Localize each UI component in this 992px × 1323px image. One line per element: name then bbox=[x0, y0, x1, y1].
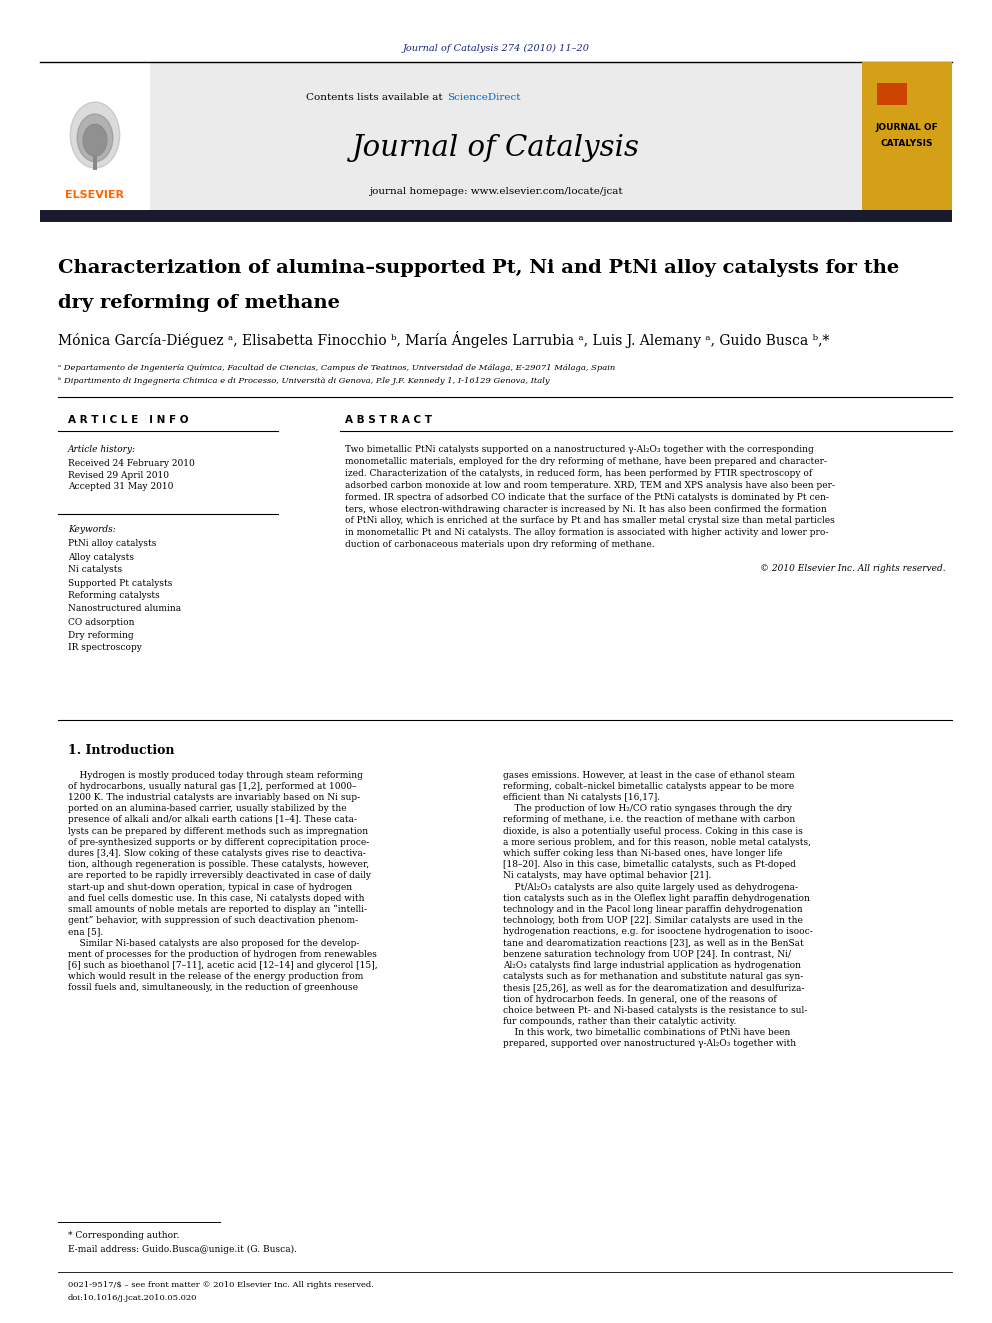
Text: dures [3,4]. Slow coking of these catalysts gives rise to deactiva-: dures [3,4]. Slow coking of these cataly… bbox=[68, 849, 366, 857]
Text: Ni catalysts: Ni catalysts bbox=[68, 565, 122, 574]
Text: a more serious problem, and for this reason, noble metal catalysts,: a more serious problem, and for this rea… bbox=[503, 837, 811, 847]
Text: tane and dearomatization reactions [23], as well as in the BenSat: tane and dearomatization reactions [23],… bbox=[503, 938, 804, 947]
Text: Supported Pt catalysts: Supported Pt catalysts bbox=[68, 578, 173, 587]
Text: [6] such as bioethanol [7–11], acetic acid [12–14] and glycerol [15],: [6] such as bioethanol [7–11], acetic ac… bbox=[68, 960, 378, 970]
Text: Contents lists available at: Contents lists available at bbox=[307, 93, 446, 102]
Text: dry reforming of methane: dry reforming of methane bbox=[58, 294, 340, 312]
Text: CATALYSIS: CATALYSIS bbox=[881, 139, 933, 147]
Text: Alloy catalysts: Alloy catalysts bbox=[68, 553, 134, 561]
Circle shape bbox=[83, 124, 107, 156]
Text: of hydrocarbons, usually natural gas [1,2], performed at 1000–: of hydrocarbons, usually natural gas [1,… bbox=[68, 782, 356, 791]
Text: Keywords:: Keywords: bbox=[68, 525, 116, 534]
Text: technology, both from UOP [22]. Similar catalysts are used in the: technology, both from UOP [22]. Similar … bbox=[503, 916, 803, 925]
Text: and fuel cells domestic use. In this case, Ni catalysts doped with: and fuel cells domestic use. In this cas… bbox=[68, 894, 364, 902]
Text: Received 24 February 2010: Received 24 February 2010 bbox=[68, 459, 194, 467]
Text: prepared, supported over nanostructured γ-Al₂O₃ together with: prepared, supported over nanostructured … bbox=[503, 1040, 797, 1048]
Text: hydrogenation reactions, e.g. for isooctene hydrogenation to isooc-: hydrogenation reactions, e.g. for isooct… bbox=[503, 927, 812, 937]
Text: ized. Characterization of the catalysts, in reduced form, has been performed by : ized. Characterization of the catalysts,… bbox=[345, 470, 812, 478]
Text: Mónica García-Diéguez ᵃ, Elisabetta Finocchio ᵇ, María Ángeles Larrubia ᵃ, Luis : Mónica García-Diéguez ᵃ, Elisabetta Fino… bbox=[58, 332, 829, 348]
Text: tion catalysts such as in the Oleflex light paraffin dehydrogenation: tion catalysts such as in the Oleflex li… bbox=[503, 894, 809, 902]
Text: IR spectroscopy: IR spectroscopy bbox=[68, 643, 142, 652]
Text: choice between Pt- and Ni-based catalysts is the resistance to sul-: choice between Pt- and Ni-based catalyst… bbox=[503, 1005, 807, 1015]
Bar bbox=[40, 62, 150, 216]
Text: Reforming catalysts: Reforming catalysts bbox=[68, 591, 160, 601]
Text: of PtNi alloy, which is enriched at the surface by Pt and has smaller metal crys: of PtNi alloy, which is enriched at the … bbox=[345, 516, 834, 525]
Text: thesis [25,26], as well as for the dearomatization and desulfuriza-: thesis [25,26], as well as for the dearo… bbox=[503, 983, 805, 992]
Text: of pre-synthesized supports or by different coprecipitation proce-: of pre-synthesized supports or by differ… bbox=[68, 837, 369, 847]
Text: CO adsorption: CO adsorption bbox=[68, 618, 135, 627]
Text: Characterization of alumina–supported Pt, Ni and PtNi alloy catalysts for the: Characterization of alumina–supported Pt… bbox=[58, 259, 899, 277]
Text: ᵃ Departamento de Ingeniería Química, Facultad de Ciencias, Campus de Teatinos, : ᵃ Departamento de Ingeniería Química, Fa… bbox=[58, 364, 615, 372]
Text: ported on an alumina-based carrier, usually stabilized by the: ported on an alumina-based carrier, usua… bbox=[68, 804, 346, 814]
Text: fossil fuels and, simultaneously, in the reduction of greenhouse: fossil fuels and, simultaneously, in the… bbox=[68, 983, 358, 992]
Text: The production of low H₂/CO ratio syngases through the dry: The production of low H₂/CO ratio syngas… bbox=[503, 804, 792, 814]
Text: are reported to be rapidly irreversibly deactivated in case of daily: are reported to be rapidly irreversibly … bbox=[68, 872, 371, 880]
Text: [18–20]. Also in this case, bimetallic catalysts, such as Pt-doped: [18–20]. Also in this case, bimetallic c… bbox=[503, 860, 796, 869]
Text: catalysts such as for methanation and substitute natural gas syn-: catalysts such as for methanation and su… bbox=[503, 972, 804, 982]
Text: Pt/Al₂O₃ catalysts are also quite largely used as dehydrogena-: Pt/Al₂O₃ catalysts are also quite largel… bbox=[503, 882, 798, 892]
Text: tion, although regeneration is possible. These catalysts, however,: tion, although regeneration is possible.… bbox=[68, 860, 369, 869]
Text: lysts can be prepared by different methods such as impregnation: lysts can be prepared by different metho… bbox=[68, 827, 368, 836]
Text: in monometallic Pt and Ni catalysts. The alloy formation is associated with high: in monometallic Pt and Ni catalysts. The… bbox=[345, 528, 828, 537]
Text: 1. Introduction: 1. Introduction bbox=[68, 744, 175, 757]
Bar bbox=[93, 155, 97, 169]
Text: dioxide, is also a potentially useful process. Coking in this case is: dioxide, is also a potentially useful pr… bbox=[503, 827, 803, 836]
Text: ScienceDirect: ScienceDirect bbox=[447, 93, 521, 102]
Text: Dry reforming: Dry reforming bbox=[68, 631, 134, 639]
Text: which suffer coking less than Ni-based ones, have longer life: which suffer coking less than Ni-based o… bbox=[503, 849, 783, 857]
Bar bbox=[40, 210, 952, 222]
Text: efficient than Ni catalysts [16,17].: efficient than Ni catalysts [16,17]. bbox=[503, 792, 660, 802]
Text: A R T I C L E   I N F O: A R T I C L E I N F O bbox=[68, 415, 188, 425]
Text: In this work, two bimetallic combinations of PtNi have been: In this work, two bimetallic combination… bbox=[503, 1028, 791, 1037]
Text: Hydrogen is mostly produced today through steam reforming: Hydrogen is mostly produced today throug… bbox=[68, 770, 363, 779]
Text: Two bimetallic PtNi catalysts supported on a nanostructured γ-Al₂O₃ together wit: Two bimetallic PtNi catalysts supported … bbox=[345, 446, 813, 455]
Text: © 2010 Elsevier Inc. All rights reserved.: © 2010 Elsevier Inc. All rights reserved… bbox=[761, 564, 946, 573]
Text: 0021-9517/$ – see front matter © 2010 Elsevier Inc. All rights reserved.: 0021-9517/$ – see front matter © 2010 El… bbox=[68, 1281, 374, 1289]
Bar bbox=[862, 62, 952, 216]
Text: benzene saturation technology from UOP [24]. In contrast, Ni/: benzene saturation technology from UOP [… bbox=[503, 950, 791, 959]
Circle shape bbox=[70, 102, 120, 168]
Bar bbox=[877, 83, 907, 105]
Text: presence of alkali and/or alkali earth cations [1–4]. These cata-: presence of alkali and/or alkali earth c… bbox=[68, 815, 357, 824]
Text: Journal of Catalysis: Journal of Catalysis bbox=[352, 134, 640, 161]
Text: doi:10.1016/j.jcat.2010.05.020: doi:10.1016/j.jcat.2010.05.020 bbox=[68, 1294, 197, 1302]
Text: Journal of Catalysis 274 (2010) 11–20: Journal of Catalysis 274 (2010) 11–20 bbox=[403, 44, 589, 53]
Text: Similar Ni-based catalysts are also proposed for the develop-: Similar Ni-based catalysts are also prop… bbox=[68, 938, 359, 947]
Text: gases emissions. However, at least in the case of ethanol steam: gases emissions. However, at least in th… bbox=[503, 770, 795, 779]
Text: JOURNAL OF: JOURNAL OF bbox=[876, 123, 938, 132]
Text: Nanostructured alumina: Nanostructured alumina bbox=[68, 605, 182, 614]
Text: ELSEVIER: ELSEVIER bbox=[65, 191, 125, 200]
Text: journal homepage: www.elsevier.com/locate/jcat: journal homepage: www.elsevier.com/locat… bbox=[369, 188, 623, 197]
Text: start-up and shut-down operation, typical in case of hydrogen: start-up and shut-down operation, typica… bbox=[68, 882, 352, 892]
Text: reforming of methane, i.e. the reaction of methane with carbon: reforming of methane, i.e. the reaction … bbox=[503, 815, 796, 824]
Text: 1200 K. The industrial catalysts are invariably based on Ni sup-: 1200 K. The industrial catalysts are inv… bbox=[68, 792, 360, 802]
Text: E-mail address: Guido.Busca@unige.it (G. Busca).: E-mail address: Guido.Busca@unige.it (G.… bbox=[68, 1245, 297, 1254]
Text: duction of carbonaceous materials upon dry reforming of methane.: duction of carbonaceous materials upon d… bbox=[345, 540, 655, 549]
Text: ena [5].: ena [5]. bbox=[68, 927, 103, 937]
Circle shape bbox=[77, 114, 113, 161]
Text: Article history:: Article history: bbox=[68, 446, 136, 455]
Text: * Corresponding author.: * Corresponding author. bbox=[68, 1232, 180, 1241]
Text: Ni catalysts, may have optimal behavior [21].: Ni catalysts, may have optimal behavior … bbox=[503, 872, 711, 880]
Text: monometallic materials, employed for the dry reforming of methane, have been pre: monometallic materials, employed for the… bbox=[345, 458, 827, 466]
Text: Accepted 31 May 2010: Accepted 31 May 2010 bbox=[68, 483, 174, 492]
Text: Revised 29 April 2010: Revised 29 April 2010 bbox=[68, 471, 169, 479]
Bar bbox=[150, 62, 862, 216]
Text: formed. IR spectra of adsorbed CO indicate that the surface of the PtNi catalyst: formed. IR spectra of adsorbed CO indica… bbox=[345, 492, 829, 501]
Text: ters, whose electron-withdrawing character is increased by Ni. It has also been : ters, whose electron-withdrawing charact… bbox=[345, 504, 826, 513]
Text: fur compounds, rather than their catalytic activity.: fur compounds, rather than their catalyt… bbox=[503, 1017, 736, 1025]
Text: PtNi alloy catalysts: PtNi alloy catalysts bbox=[68, 540, 157, 549]
Text: tion of hydrocarbon feeds. In general, one of the reasons of: tion of hydrocarbon feeds. In general, o… bbox=[503, 995, 777, 1004]
Text: Al₂O₃ catalysts find large industrial application as hydrogenation: Al₂O₃ catalysts find large industrial ap… bbox=[503, 960, 801, 970]
Text: A B S T R A C T: A B S T R A C T bbox=[345, 415, 432, 425]
Text: technology and in the Pacol long linear paraffin dehydrogenation: technology and in the Pacol long linear … bbox=[503, 905, 803, 914]
Text: small amounts of noble metals are reported to display an “intelli-: small amounts of noble metals are report… bbox=[68, 905, 367, 914]
Text: reforming, cobalt–nickel bimetallic catalysts appear to be more: reforming, cobalt–nickel bimetallic cata… bbox=[503, 782, 795, 791]
Text: which would result in the release of the energy production from: which would result in the release of the… bbox=[68, 972, 363, 982]
Text: gent” behavior, with suppression of such deactivation phenom-: gent” behavior, with suppression of such… bbox=[68, 916, 358, 925]
Text: ment of processes for the production of hydrogen from renewables: ment of processes for the production of … bbox=[68, 950, 377, 959]
Text: ᵇ Dipartimento di Ingegneria Chimica e di Processo, Università di Genova, P.le J: ᵇ Dipartimento di Ingegneria Chimica e d… bbox=[58, 377, 550, 385]
Text: adsorbed carbon monoxide at low and room temperature. XRD, TEM and XPS analysis : adsorbed carbon monoxide at low and room… bbox=[345, 480, 835, 490]
